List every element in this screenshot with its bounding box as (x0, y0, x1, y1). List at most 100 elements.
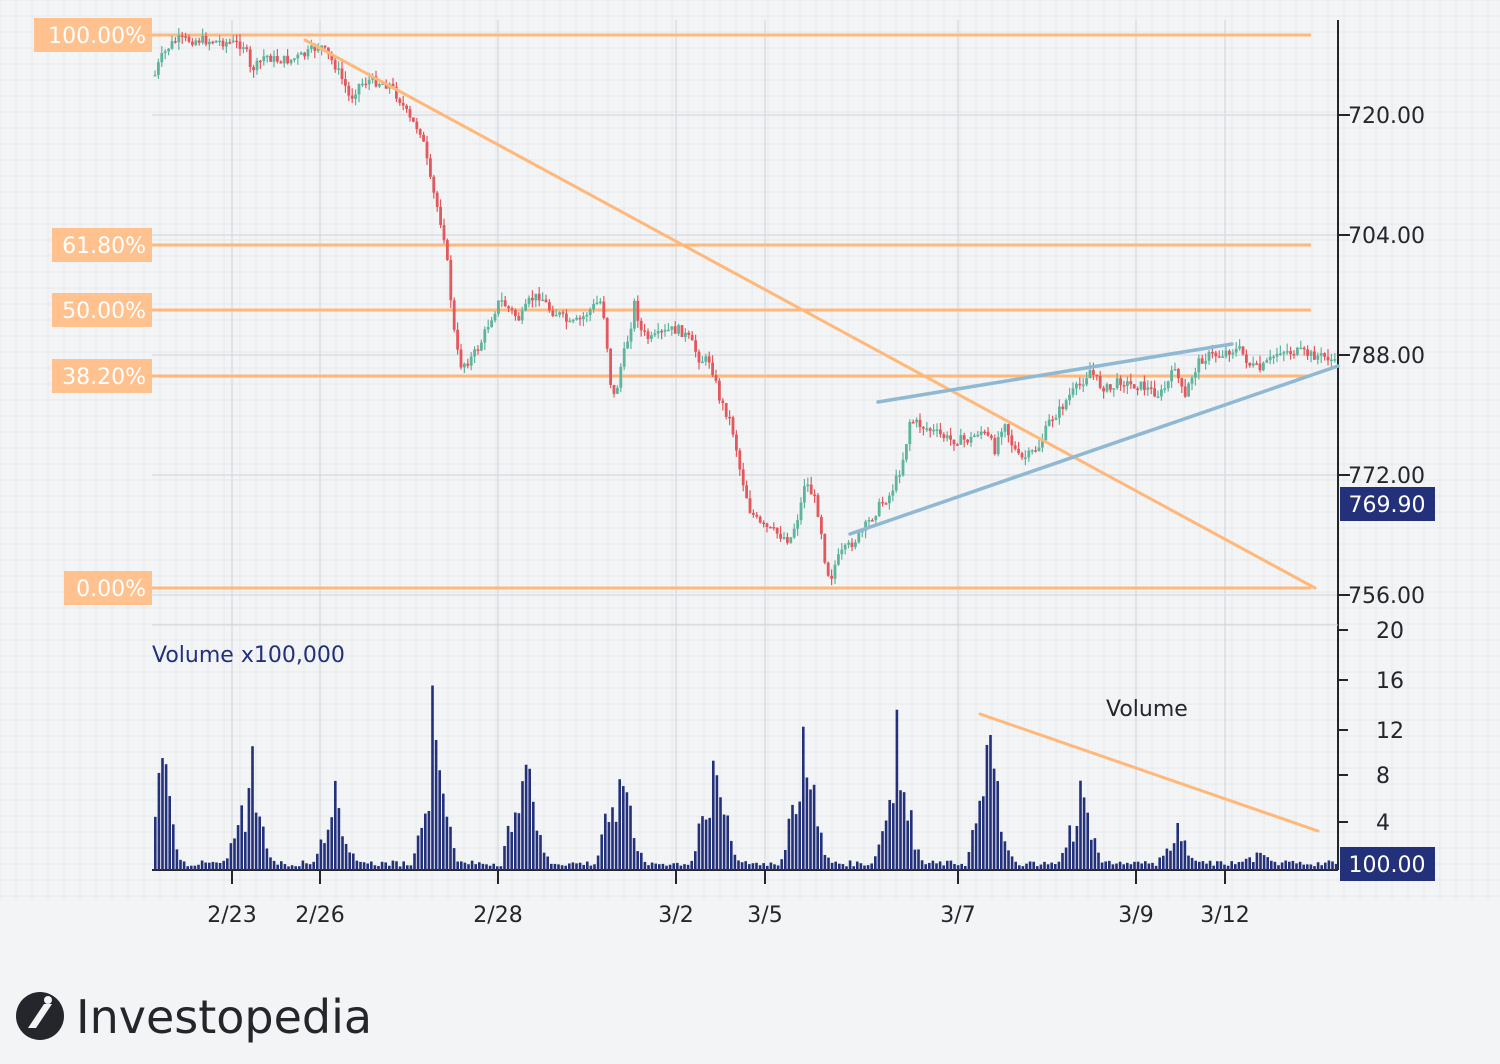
volume-bar (740, 862, 744, 870)
candle-body (952, 439, 956, 445)
candle-body (660, 330, 663, 333)
volume-bar (413, 853, 416, 870)
fib-level-label-bg (34, 18, 152, 52)
candle-body (966, 439, 969, 443)
candle-body (1115, 378, 1119, 389)
volume-bar (1216, 861, 1219, 870)
volume-bar (283, 864, 287, 870)
volume-bar (1288, 861, 1291, 870)
candle-body (242, 47, 245, 49)
volume-bar (1086, 812, 1089, 870)
candle-body (551, 310, 555, 316)
volume-bar (650, 862, 654, 870)
time-tick-label: 3/9 (1118, 903, 1153, 928)
volume-bar (377, 865, 380, 870)
volume-bar (1162, 855, 1165, 870)
candle-body (738, 450, 742, 470)
volume-bar (913, 849, 917, 870)
candle-body (1309, 351, 1313, 356)
candle-body (364, 83, 368, 86)
candle-body (272, 56, 276, 62)
volume-bar (1136, 861, 1140, 870)
volume-bar (442, 793, 445, 870)
candle-body (667, 329, 670, 332)
candle-body (204, 36, 208, 45)
candle-body (1224, 350, 1228, 357)
candle-body (510, 308, 514, 311)
volume-bar (769, 862, 773, 870)
candle-body (337, 68, 340, 70)
candle-body (177, 35, 181, 43)
candle-body (932, 429, 935, 432)
volume-bar (254, 812, 258, 870)
candle-body (741, 469, 745, 486)
candle-body (456, 329, 459, 350)
candle-body (1190, 377, 1194, 384)
volume-bar (755, 862, 758, 870)
volume-bar (992, 768, 996, 870)
volume-bar (236, 825, 240, 870)
candle-body (639, 320, 643, 331)
volume-bar (946, 860, 949, 870)
candle-body (1075, 383, 1078, 389)
volume-bar (290, 865, 294, 870)
volume-bar (190, 865, 193, 870)
volume-bar (1061, 852, 1064, 870)
volume-bar (517, 813, 521, 870)
volume-bar (1180, 841, 1183, 870)
volume-bar (614, 821, 618, 870)
candle-body (425, 141, 429, 159)
candle-body (500, 300, 504, 302)
volume-bar (1309, 864, 1313, 870)
volume-bar (294, 866, 297, 870)
candle-body (775, 527, 779, 534)
volume-bar (319, 839, 323, 870)
volume-bar (640, 852, 643, 870)
candle-body (1170, 370, 1173, 382)
candle-body (898, 475, 901, 477)
candle-body (1081, 384, 1085, 387)
volume-bar (1255, 852, 1259, 870)
fib-level-label-bg (52, 359, 152, 393)
volume-bar (877, 844, 881, 870)
trend-lines (303, 38, 1340, 833)
volume-bar (175, 849, 179, 870)
volume-bar (820, 832, 823, 870)
volume-bar (665, 865, 668, 870)
candle-body (293, 58, 296, 60)
current-price-label: 769.90 (1349, 493, 1426, 518)
volume-bar (1324, 862, 1327, 870)
candle-body (707, 356, 711, 363)
volume-bar (276, 864, 279, 870)
volume-bar (193, 865, 197, 870)
candle-body (585, 314, 589, 317)
volume-bar (1054, 864, 1057, 870)
candle-body (840, 549, 844, 555)
volume-bar (1198, 861, 1201, 870)
candle-body (170, 41, 174, 49)
volume-bar (791, 804, 794, 870)
candle-body (755, 514, 759, 517)
volume-bar (607, 822, 611, 870)
candle-body (1207, 351, 1211, 361)
candle-body (429, 158, 432, 177)
candle-body (1156, 396, 1160, 398)
brand-logo: Investopedia (16, 990, 372, 1044)
volume-bar (499, 866, 503, 870)
candle-body (1160, 389, 1163, 397)
candle-body (1122, 385, 1126, 387)
candle-body (711, 362, 714, 376)
candle-body (296, 54, 300, 59)
volume-bar (258, 816, 261, 870)
volume-bar (780, 859, 783, 870)
volume-bar (784, 850, 787, 870)
candle-body (650, 335, 653, 339)
volume-bar (751, 863, 755, 870)
volume-bar (762, 863, 765, 870)
candle-body (867, 520, 871, 522)
candle-body (1255, 363, 1258, 365)
volume-bar (388, 865, 391, 870)
candle-body (809, 484, 813, 495)
volume-bar (1306, 864, 1309, 870)
candle-body (527, 297, 531, 304)
